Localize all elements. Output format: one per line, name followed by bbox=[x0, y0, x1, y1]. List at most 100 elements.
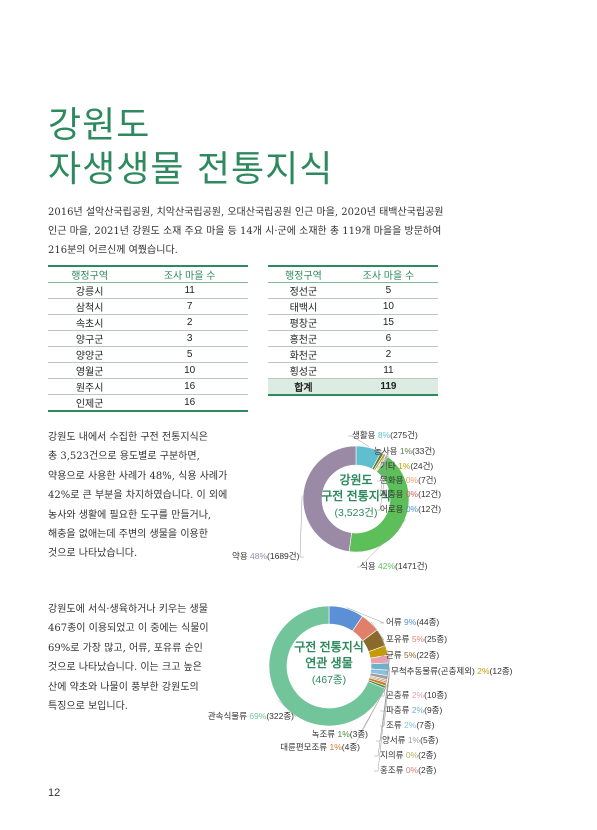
table-row: 태백시 10 bbox=[268, 298, 438, 315]
count-cell: 16 bbox=[131, 394, 248, 412]
count-cell: 5 bbox=[131, 346, 248, 363]
page-number: 12 bbox=[48, 787, 61, 799]
leader-line bbox=[278, 700, 297, 718]
count-cell: 2 bbox=[338, 346, 438, 363]
slice-label: 식용 42%(1471건) bbox=[360, 561, 428, 571]
slice-label: 어류 9%(44종) bbox=[386, 617, 439, 627]
paragraph-line: 강원도에 서식·생육하거나 키우는 생물 bbox=[48, 604, 208, 615]
column-header-district: 행정구역 bbox=[48, 265, 132, 283]
leader-line bbox=[374, 680, 389, 757]
column-header-village-count: 조사 마을 수 bbox=[131, 265, 248, 283]
slice-label: 양서류 1%(5종) bbox=[382, 735, 439, 745]
intro-line: 인근 마을, 2021년 강원도 소재 주요 마을 등 14개 시·군에 소재한… bbox=[48, 226, 442, 237]
paragraph-line: 약용으로 사용한 사례가 48%, 식용 사례가 bbox=[48, 470, 228, 482]
survey-table-right: 행정구역 조사 마을 수 정선군 5 태백시 10 평창군 15 홍천군 6 화천군 2 … bbox=[268, 265, 438, 396]
table-row: 양구군 3 bbox=[48, 330, 248, 347]
paragraph-line: 농사와 생활에 필요한 도구를 만들거나, bbox=[48, 509, 212, 521]
leader-line bbox=[377, 454, 388, 496]
slice-label: 약용 48%(1689건) bbox=[232, 551, 300, 561]
count-cell: 16 bbox=[131, 378, 248, 395]
chart-center-label: 구전 전통지식 bbox=[294, 639, 364, 654]
leader-line bbox=[299, 495, 304, 558]
total-count-cell: 119 bbox=[338, 378, 438, 396]
table-row: 영월군 10 bbox=[48, 362, 248, 379]
table-row: 속초시 2 bbox=[48, 314, 248, 331]
chart-slice bbox=[268, 605, 386, 727]
slice-label: 홍조류 0%(2종) bbox=[380, 765, 437, 775]
district-cell: 화천군 bbox=[268, 346, 339, 363]
slice-label: 균류 5%(22종) bbox=[386, 650, 439, 660]
paragraph-line: 특징으로 보입니다. bbox=[48, 701, 128, 713]
leader-line bbox=[346, 607, 385, 624]
paragraph-line: 것으로 나타났습니다. 이는 크고 높은 bbox=[48, 662, 202, 674]
intro-line: 2016년 설악산국립공원, 치악산국립공원, 오대산국립공원 인근 마을, 2… bbox=[48, 207, 444, 218]
slice-label: 지의류 0%(2종) bbox=[380, 750, 437, 760]
chart-slice bbox=[302, 445, 357, 552]
table-row: 평창군 15 bbox=[268, 314, 438, 331]
slice-label: 녹조류 1%(3종) bbox=[312, 729, 369, 739]
district-cell: 홍천군 bbox=[268, 330, 339, 347]
district-cell: 강릉시 bbox=[48, 282, 132, 299]
table-row: 화천군 2 bbox=[268, 346, 438, 363]
paragraph-line: 것으로 나타났습니다. bbox=[48, 548, 138, 560]
total-label-cell: 합계 bbox=[268, 378, 339, 396]
count-cell: 7 bbox=[131, 298, 248, 315]
slice-label: 생활용 8%(275건) bbox=[352, 430, 418, 440]
slice-label: 조류 2%(7종) bbox=[386, 720, 435, 730]
count-cell: 11 bbox=[131, 282, 248, 299]
slice-label: 문화용 0%(7건) bbox=[380, 475, 437, 485]
intro-paragraph: 2016년 설악산국립공원, 치악산국립공원, 오대산국립공원 인근 마을, 2… bbox=[48, 203, 553, 260]
chart-center-label: (3,523건) bbox=[335, 507, 378, 519]
leader-line bbox=[361, 687, 387, 731]
paragraph-line: 해충을 없애는데 주변의 생물을 이용한 bbox=[48, 529, 208, 541]
count-cell: 2 bbox=[131, 314, 248, 331]
district-cell: 삼척시 bbox=[48, 298, 132, 315]
column-header-district: 행정구역 bbox=[268, 265, 339, 283]
slice-label: 관속식물류 69%(322종) bbox=[208, 711, 294, 721]
district-cell: 영월군 bbox=[48, 362, 132, 379]
slice-label: 농사용 1%(33건) bbox=[374, 446, 435, 456]
species-description-paragraph: 강원도에 서식·생육하거나 키우는 생물 467종이 이용되었고 이 중에는 식… bbox=[48, 600, 248, 716]
count-cell: 15 bbox=[338, 314, 438, 331]
usage-description-paragraph: 강원도 내에서 수집한 구전 전통지식은 총 3,523건으로 용도별로 구분하… bbox=[48, 428, 248, 564]
paragraph-line: 총 3,523건으로 용도별로 구분하면, bbox=[48, 451, 200, 463]
paragraph-line: 42%로 큰 부분을 차지하였습니다. 이 외에 bbox=[48, 490, 228, 502]
leader-line bbox=[377, 454, 387, 482]
table-row: 삼척시 7 bbox=[48, 298, 248, 315]
district-cell: 태백시 bbox=[268, 298, 339, 315]
chart-center-label: 강원도 bbox=[339, 473, 372, 487]
table-row: 정선군 5 bbox=[268, 282, 438, 299]
leader-line bbox=[357, 519, 407, 568]
table-row: 횡성군 11 bbox=[268, 362, 438, 379]
intro-line: 216분의 어르신께 여쭸습니다. bbox=[48, 245, 178, 256]
leader-line bbox=[374, 682, 388, 772]
table-row: 인제군 16 bbox=[48, 394, 248, 412]
count-cell: 5 bbox=[338, 282, 438, 299]
district-cell: 속초시 bbox=[48, 314, 132, 331]
leader-line bbox=[380, 637, 385, 657]
table-total-row: 합계 119 bbox=[268, 378, 438, 396]
slice-label: 제충용 0%(12건) bbox=[380, 489, 441, 499]
leader-line bbox=[348, 435, 370, 447]
paragraph-line: 산에 약초와 나물이 풍부한 강원도의 bbox=[48, 681, 199, 693]
count-cell: 3 bbox=[131, 330, 248, 347]
table-row: 원주시 16 bbox=[48, 378, 248, 395]
district-cell: 횡성군 bbox=[268, 362, 339, 379]
district-cell: 원주시 bbox=[48, 378, 132, 395]
slice-label: 포유류 5%(25종) bbox=[386, 634, 447, 644]
district-cell: 평창군 bbox=[268, 314, 339, 331]
table-row: 양양군 5 bbox=[48, 346, 248, 363]
table-header-row: 행정구역 조사 마을 수 bbox=[268, 265, 438, 283]
table-row: 홍천군 6 bbox=[268, 330, 438, 347]
page-title-line-2: 자생생물 전통지식 bbox=[48, 149, 334, 190]
table-row: 강릉시 11 bbox=[48, 282, 248, 299]
leader-line bbox=[377, 453, 386, 468]
paragraph-line: 467종이 이용되었고 이 중에는 식물이 bbox=[48, 623, 209, 635]
slice-label: 파충류 2%(9종) bbox=[386, 705, 443, 715]
district-cell: 양양군 bbox=[48, 346, 132, 363]
paragraph-line: 69%로 가장 많고, 어류, 포유류 순인 bbox=[48, 642, 203, 654]
slice-label: 기타 1%(24건) bbox=[380, 461, 433, 471]
leader-line bbox=[380, 673, 390, 727]
district-cell: 인제군 bbox=[48, 394, 132, 412]
